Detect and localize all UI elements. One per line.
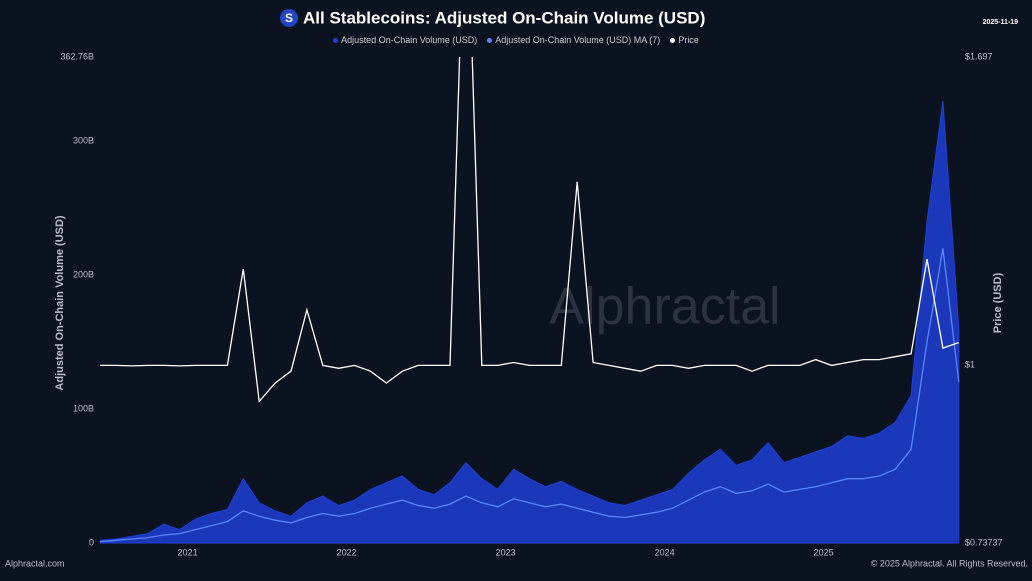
legend: Adjusted On-Chain Volume (USD) Adjusted O… — [0, 35, 1032, 45]
chart-title: All Stablecoins: Adjusted On-Chain Volum… — [303, 8, 705, 27]
legend-item[interactable]: Adjusted On-Chain Volume (USD) — [333, 35, 477, 45]
legend-marker — [670, 37, 676, 43]
title-icon-letter: S — [285, 11, 293, 25]
footer-right: © 2025 Alphractal. All Rights Reserved. — [871, 558, 1028, 568]
title-icon — [280, 9, 298, 27]
y2-tick-label: $1.697 — [965, 51, 993, 61]
x-tick-label: 2023 — [496, 547, 516, 557]
legend-item[interactable]: Adjusted On-Chain Volume (USD) MA (7) — [487, 35, 660, 45]
legend-label: Adjusted On-Chain Volume (USD) MA (7) — [495, 35, 661, 45]
plot-area — [99, 57, 960, 544]
price-line — [100, 57, 960, 403]
footer-left: Alphractal.com — [5, 558, 65, 568]
y-tick-label: 362.76B — [60, 51, 94, 61]
y2-tick-label: $0.73737 — [965, 537, 1003, 547]
y-tick-label: 300B — [73, 135, 94, 145]
y-axis-label: Adjusted On-Chain Volume (USD) — [54, 215, 66, 391]
y-tick-label: 0 — [89, 537, 94, 547]
y-tick-label: 100B — [73, 403, 94, 413]
ma-line — [100, 248, 960, 543]
x-tick-label: 2022 — [337, 547, 357, 557]
y-tick-label: 200B — [73, 269, 94, 279]
x-tick-label: 2024 — [655, 547, 675, 557]
legend-item[interactable]: Price — [670, 35, 699, 45]
watermark: Alphractal — [549, 278, 780, 336]
x-tick-label: 2021 — [178, 547, 198, 557]
y2-tick-label: $1 — [965, 360, 975, 370]
legend-label: Adjusted On-Chain Volume (USD) — [341, 35, 478, 45]
date: 2025-11-19 — [983, 19, 1019, 26]
y2-axis-label: Price (USD) — [992, 272, 1004, 333]
legend-marker — [487, 37, 493, 43]
volume-area — [99, 100, 960, 544]
legend-marker — [333, 37, 339, 43]
x-tick-label: 2025 — [814, 547, 834, 557]
legend-label: Price — [678, 35, 699, 45]
